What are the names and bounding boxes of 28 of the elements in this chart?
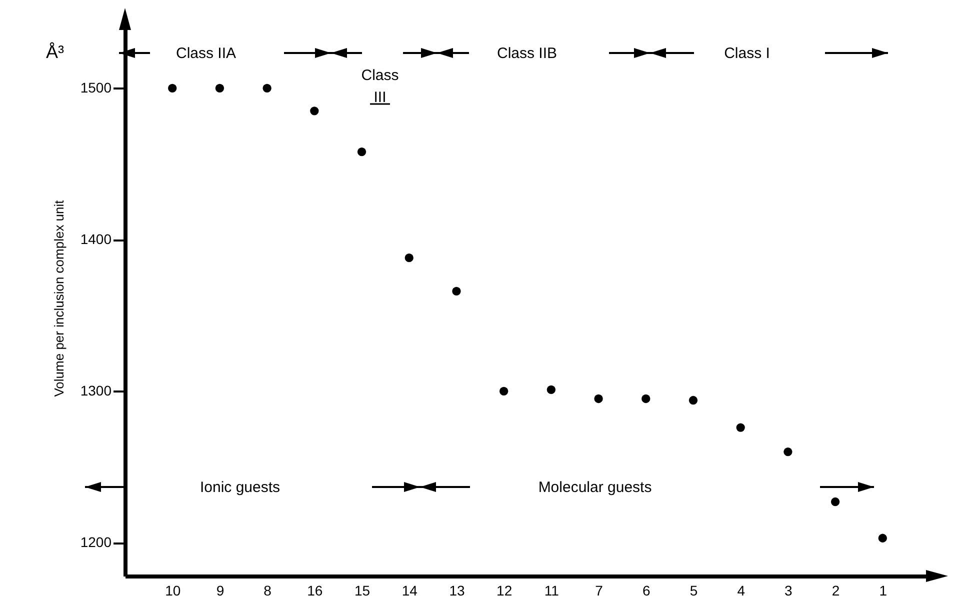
x-tick-label: 11 bbox=[544, 582, 560, 598]
x-tick-label: 15 bbox=[354, 582, 370, 598]
annotation: Class I bbox=[724, 45, 770, 62]
annotation: Ionic guests bbox=[200, 479, 280, 496]
annotation: Molecular guests bbox=[538, 479, 652, 496]
x-tick-label: 4 bbox=[737, 582, 746, 598]
annotation: Class IIB bbox=[496, 45, 558, 62]
x-tick-label: 10 bbox=[165, 582, 181, 598]
annotation: Class III bbox=[361, 67, 399, 106]
y-tick-label: 1400 bbox=[80, 231, 112, 248]
x-tick-label: 13 bbox=[449, 582, 465, 598]
x-tick-label: 12 bbox=[496, 582, 512, 598]
y-tick-label: 1200 bbox=[80, 534, 112, 550]
x-tick-label: 8 bbox=[264, 582, 272, 598]
x-tick-label: 1 bbox=[879, 582, 888, 598]
y-axis-title: Volume per inclusion complex unit bbox=[51, 200, 66, 397]
text: Å³ bbox=[46, 42, 64, 62]
y-tick-label: 1500 bbox=[80, 80, 112, 96]
x-tick-label: 14 bbox=[402, 582, 418, 598]
x-tick-label: 16 bbox=[307, 582, 323, 598]
y-tick-label: 1300 bbox=[80, 382, 112, 399]
annotation: Class IIA bbox=[176, 45, 236, 62]
x-tick-label: 2 bbox=[832, 582, 840, 598]
x-tick-label: 6 bbox=[642, 582, 650, 598]
x-tick-label: 7 bbox=[595, 582, 604, 598]
x-tick-label: 5 bbox=[690, 582, 698, 598]
x-tick-label: 3 bbox=[784, 582, 793, 598]
x-tick-label: 9 bbox=[216, 582, 224, 598]
